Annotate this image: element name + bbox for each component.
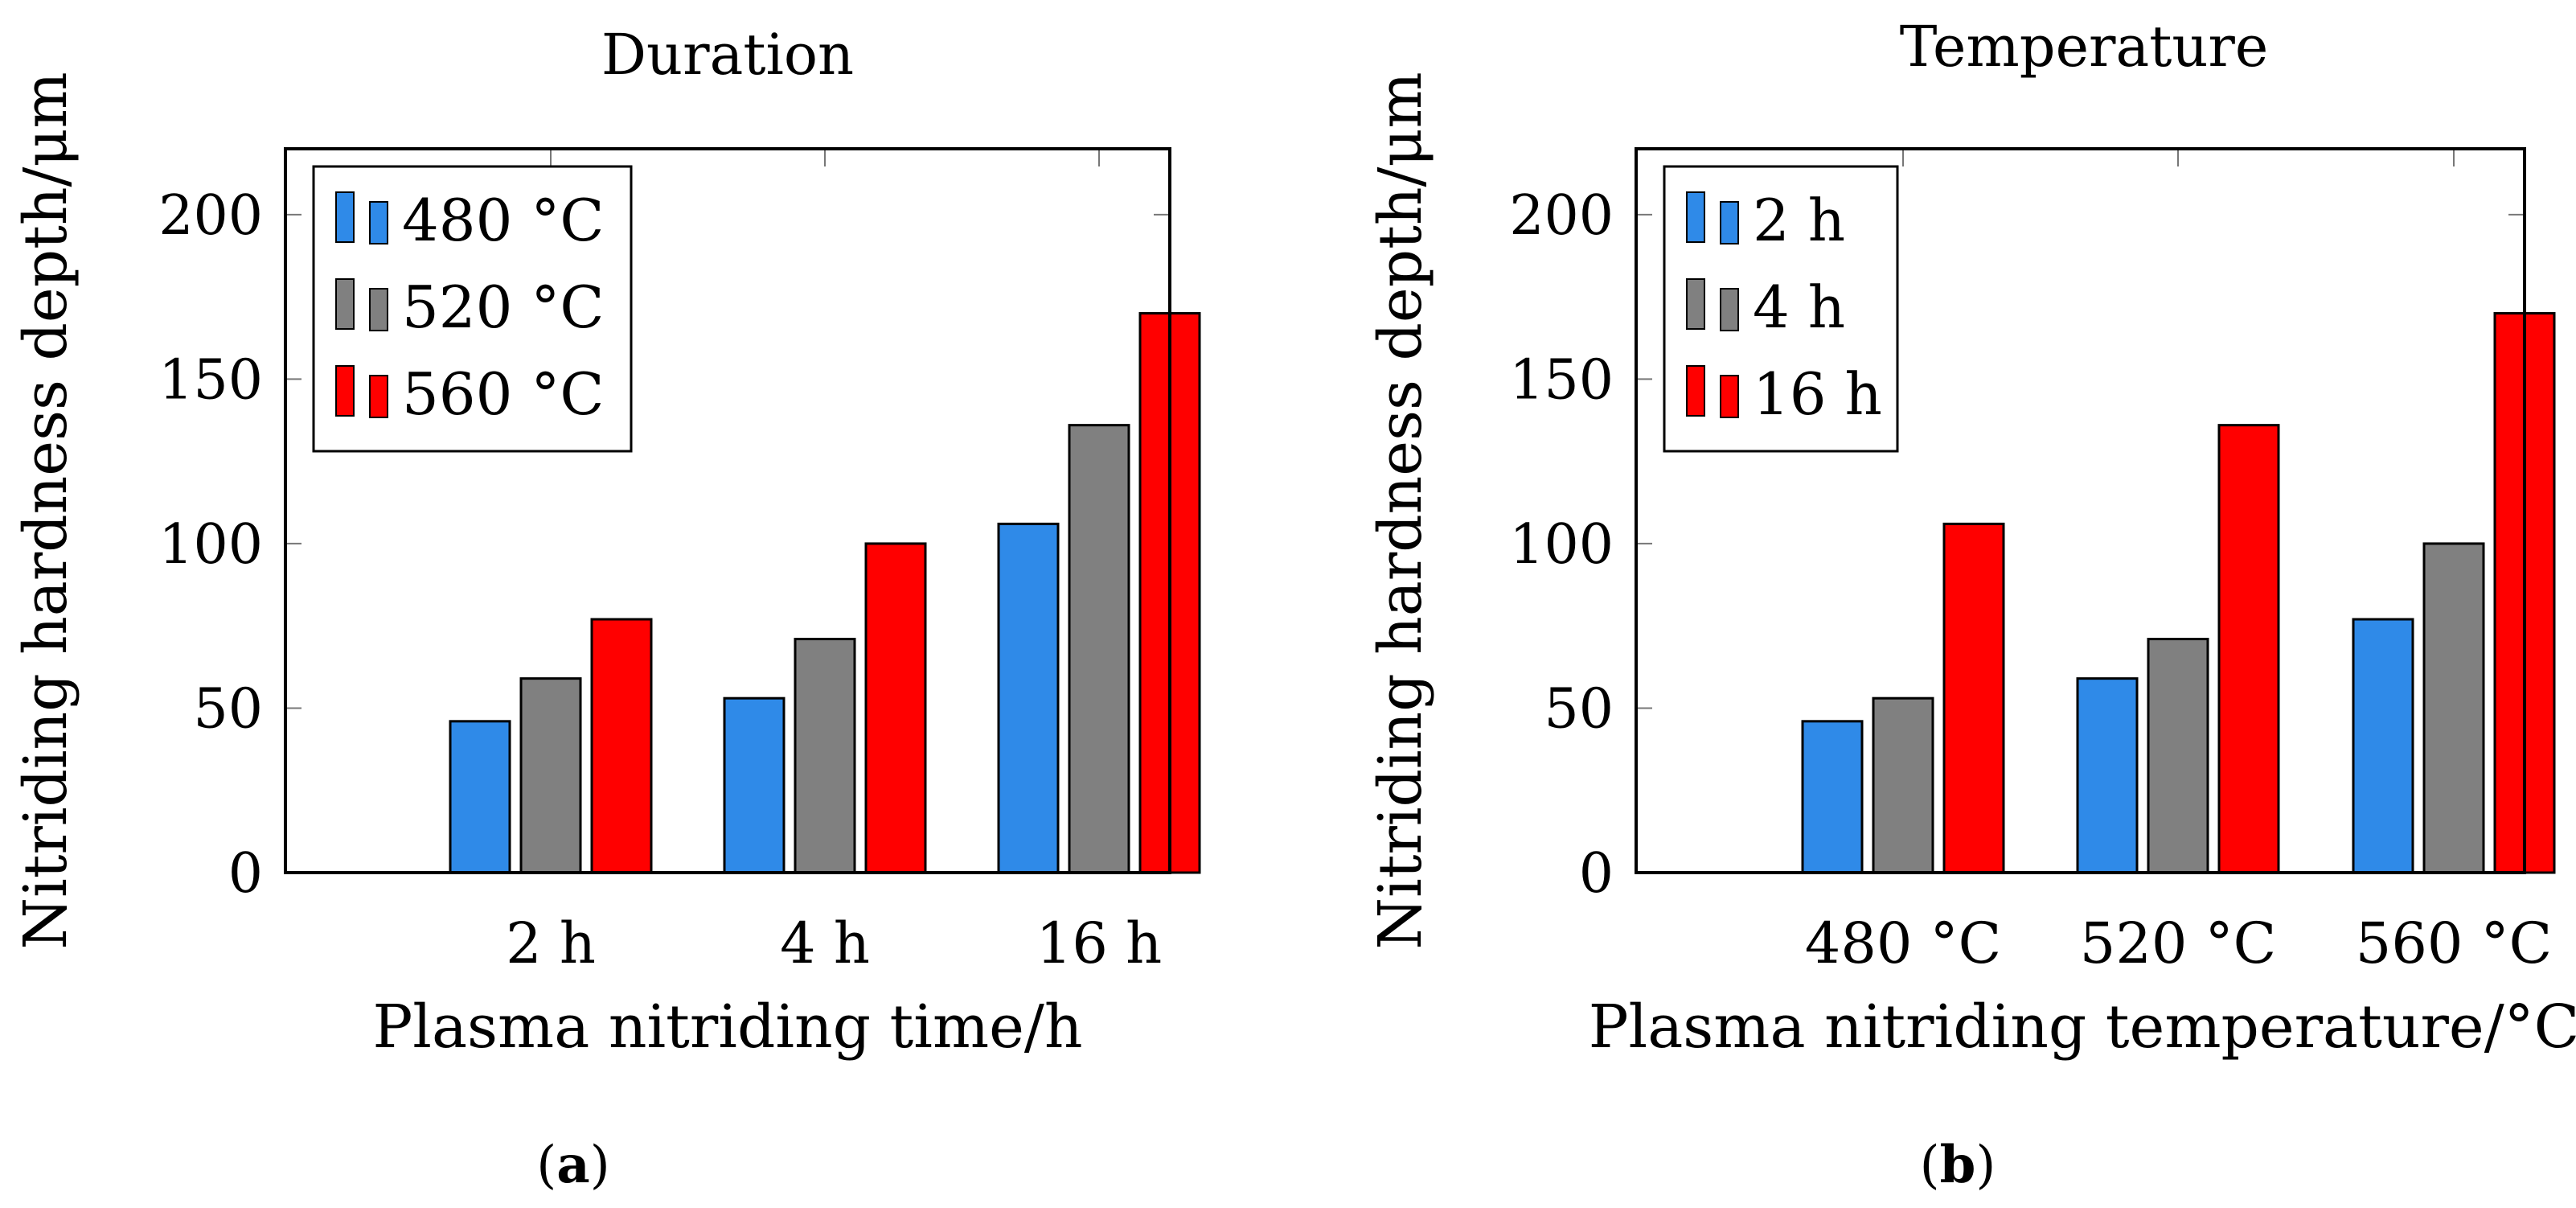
y-tick-label: 150 [158,348,263,412]
bar-4-h-480-c [1872,696,1934,874]
y-tick-label: 100 [158,513,263,577]
chart-panel-b: Temperature Nitriding hardness depth/μm … [1366,14,2576,1195]
chart-panel-a: Duration Nitriding hardness depth/μm Pla… [11,22,1201,1195]
plot-frame [284,147,1171,874]
legend-swatch-a [335,365,355,417]
bar-480-c-2-h [449,720,511,874]
x-tick-label: 520 °C [2080,910,2276,976]
legend-swatch-b [1720,288,1739,331]
panel-caption-a: (a) [536,1135,609,1195]
legend-swatch-a [1686,191,1705,243]
x-tick-label: 480 °C [1805,910,2001,976]
legend-swatch-a [335,191,355,243]
legend-swatch-b [369,375,388,418]
bar-480-c-4-h [723,696,786,874]
bar-2-h-480-c [1801,720,1864,874]
bar-4-h-520-c [2147,638,2209,874]
y-tick-label: 200 [1509,184,1614,248]
bar-480-c-16-h [997,522,1060,874]
panel-caption-b: (b) [1920,1135,1996,1195]
x-tick-label: 16 h [1036,910,1162,976]
legend-swatch-b [1720,375,1739,418]
x-axis-label-b: Plasma nitriding temperature/°C [1589,992,2576,1062]
legend-label: 520 °C [402,273,604,341]
bar-560-c-2-h [590,618,653,874]
legend-swatch-a [1686,278,1705,330]
y-tick-label: 100 [1509,513,1614,577]
legend-swatch-a [1686,365,1705,417]
bar-520-c-2-h [519,677,582,874]
chart-title-b: Temperature [1900,14,2269,80]
legend-label: 480 °C [402,187,604,254]
legend-swatch-b [369,288,388,331]
bar-520-c-4-h [794,638,856,874]
legend-label: 2 h [1753,187,1845,254]
plot-frame [1635,147,2526,874]
bar-16-h-480-c [1942,522,2005,874]
bar-2-h-560-c [2352,618,2414,874]
y-tick-label: 0 [228,842,263,906]
panel-letter-a: a [556,1135,589,1195]
legend-label: 560 °C [402,360,604,428]
legend-swatch-a [335,278,355,330]
y-tick-label: 200 [158,184,263,248]
bar-4-h-560-c [2422,542,2485,874]
legend-swatch-b [369,201,388,244]
y-axis-label-a: Nitriding hardness depth/μm [11,72,80,949]
y-tick-label: 50 [193,677,263,741]
bar-520-c-16-h [1068,424,1130,874]
legend-label: 4 h [1753,273,1845,341]
bar-560-c-4-h [864,542,927,874]
y-axis-label-b: Nitriding hardness depth/μm [1366,72,1435,949]
y-tick-label: 150 [1509,348,1614,412]
x-tick-label: 4 h [780,910,870,976]
bar-2-h-520-c [2076,677,2139,874]
legend-box [312,165,633,453]
bar-16-h-520-c [2217,424,2280,874]
svg-text:(b): (b) [1920,1135,1996,1195]
chart-title-a: Duration [601,22,854,88]
x-axis-label-a: Plasma nitriding time/h [372,992,1082,1062]
x-tick-label: 2 h [506,910,596,976]
svg-text:(a): (a) [536,1135,609,1195]
y-tick-label: 50 [1544,677,1614,741]
panel-letter-b: b [1940,1135,1976,1195]
legend-label: 16 h [1753,360,1882,428]
y-tick-label: 0 [1579,842,1614,906]
x-tick-label: 560 °C [2356,910,2552,976]
legend-swatch-b [1720,201,1739,244]
